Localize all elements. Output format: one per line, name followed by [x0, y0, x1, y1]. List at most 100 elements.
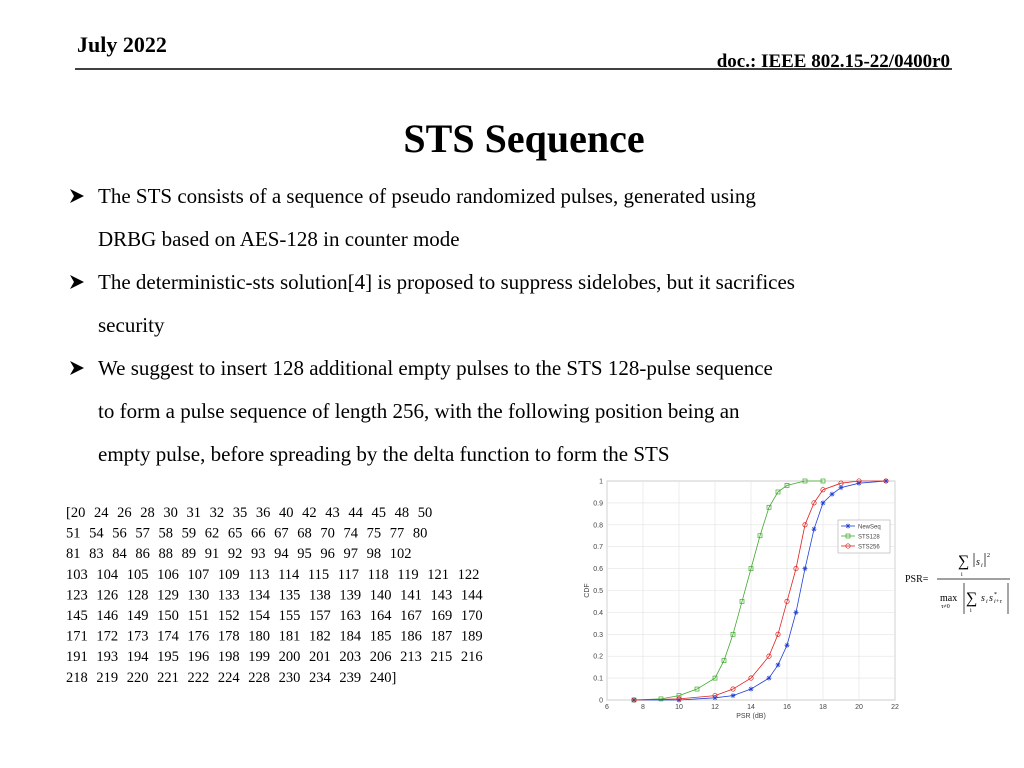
sup: 2 — [987, 553, 990, 559]
point — [856, 478, 862, 484]
point — [631, 697, 637, 703]
point — [838, 480, 844, 486]
sub: i — [981, 563, 983, 569]
point — [775, 489, 781, 495]
x-tick-label: 20 — [855, 704, 863, 711]
point — [676, 697, 682, 703]
slide-title: STS Sequence — [403, 116, 644, 161]
legend-label: STS128 — [858, 535, 880, 541]
bullet-text: The deterministic-sts solution[4] is pro… — [98, 270, 795, 294]
bullet-text: DRBG based on AES-128 in counter mode — [98, 227, 460, 251]
position-line: 171 172 173 174 176 178 180 181 182 184 … — [66, 629, 483, 645]
var: s — [989, 593, 993, 604]
max-sub: τ≠0 — [941, 604, 950, 610]
sum: ∑ — [966, 590, 977, 607]
sum: ∑ — [958, 553, 969, 570]
series-line — [634, 480, 887, 701]
sub: i — [970, 608, 972, 614]
position-line: [20 24 26 28 30 31 32 35 36 40 42 43 44 … — [66, 505, 432, 521]
position-line: 218 219 220 221 222 224 228 230 234 239 … — [66, 670, 396, 686]
point — [721, 658, 727, 663]
point — [829, 491, 835, 497]
bullet-list: The STS consists of a sequence of pseudo… — [70, 184, 795, 466]
point — [739, 599, 745, 604]
legend-label: NewSeq — [858, 525, 881, 531]
sub: i — [986, 599, 988, 605]
point — [820, 478, 826, 484]
y-tick-label: 0.2 — [593, 654, 603, 661]
x-tick-label: 12 — [711, 704, 719, 711]
point — [730, 631, 736, 637]
x-tick-label: 18 — [819, 704, 827, 711]
point — [784, 598, 790, 605]
y-tick-label: 0.1 — [593, 676, 603, 683]
header-doc: doc.: IEEE 802.15-22/0400r0 — [717, 51, 950, 72]
point — [712, 693, 718, 699]
x-axis-label: PSR (dB) — [736, 713, 766, 720]
legend-marker — [845, 523, 851, 529]
point — [712, 675, 718, 681]
series-line — [633, 480, 886, 701]
sub: i+τ — [994, 599, 1003, 605]
y-tick-label: 0.5 — [593, 588, 603, 595]
point — [748, 686, 754, 692]
y-tick-label: 0.8 — [593, 522, 603, 529]
point — [694, 686, 700, 692]
point — [784, 483, 790, 488]
y-tick-label: 0 — [599, 698, 603, 705]
bullet-arrow — [70, 275, 84, 289]
point — [766, 675, 772, 681]
point — [766, 504, 772, 510]
position-line: 81 83 84 86 88 89 91 92 93 94 95 96 97 9… — [66, 546, 412, 562]
point — [784, 642, 790, 648]
formula: ∑ i s i 2 PSR= max τ≠0 ∑ i s i s * i+τ — [905, 553, 1010, 614]
point — [883, 478, 889, 484]
point — [820, 487, 826, 493]
x-tick-label: 8 — [641, 704, 645, 711]
y-tick-label: 0.7 — [593, 544, 603, 551]
position-line: 145 146 149 150 151 152 154 155 157 163 … — [66, 608, 483, 624]
bullet-text: We suggest to insert 128 additional empt… — [98, 356, 773, 380]
x-tick-label: 14 — [747, 704, 755, 711]
point — [838, 485, 844, 491]
y-tick-label: 0.3 — [593, 632, 603, 639]
var: s — [976, 557, 980, 568]
x-tick-label: 10 — [675, 704, 683, 711]
x-tick-label: 22 — [891, 704, 899, 711]
sup: * — [994, 592, 997, 598]
point — [748, 675, 754, 681]
x-tick-label: 16 — [783, 704, 791, 711]
y-axis-label: CDF — [584, 583, 591, 597]
legend-marker — [845, 533, 851, 539]
point — [802, 478, 808, 484]
y-tick-label: 0.9 — [593, 500, 603, 507]
point — [766, 653, 772, 659]
x-tick-label: 6 — [605, 704, 609, 711]
point — [811, 500, 817, 506]
max: max — [940, 593, 957, 604]
point — [802, 566, 808, 572]
bullet-arrow — [70, 361, 84, 375]
point — [676, 693, 682, 698]
point — [802, 522, 808, 528]
point — [820, 500, 826, 506]
chart: 6 8 10 12 14 16 18 20 22 0 0.1 0.2 0.3 0.4 0.5 0.6 0.7 0.… — [584, 478, 899, 720]
bullet-arrow — [70, 189, 84, 203]
bullet-text: to form a pulse sequence of length 256, … — [98, 399, 740, 423]
point — [793, 566, 799, 572]
point — [793, 609, 799, 615]
y-tick-label: 1 — [599, 479, 603, 486]
point — [757, 533, 763, 539]
point — [811, 526, 817, 532]
bullet-text: The STS consists of a sequence of pseudo… — [98, 184, 756, 208]
point — [748, 566, 754, 571]
position-line: 191 193 194 195 196 198 199 200 201 203 … — [66, 649, 483, 665]
psr-label: PSR= — [905, 574, 929, 585]
y-tick-label: 0.4 — [593, 610, 603, 617]
position-line: 123 126 128 129 130 133 134 135 138 139 … — [66, 587, 483, 603]
point — [730, 686, 736, 692]
bullet-text: security — [98, 313, 165, 337]
legend-label: STS256 — [858, 545, 880, 551]
legend-marker — [845, 543, 851, 549]
